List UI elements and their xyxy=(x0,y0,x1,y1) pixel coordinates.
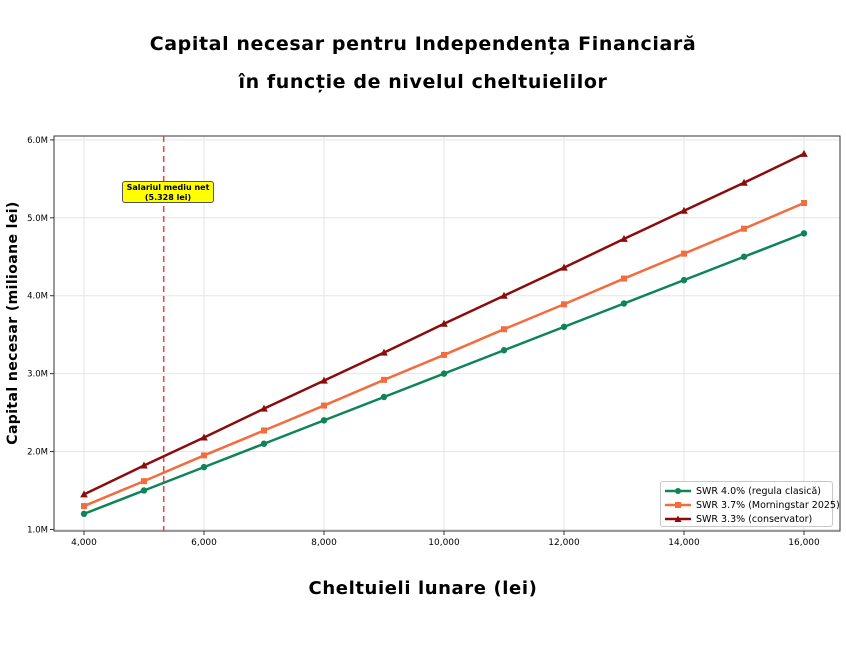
series-3 xyxy=(80,149,808,498)
legend: SWR 4.0% (regula clasică) SWR 3.7% (Morn… xyxy=(660,481,840,527)
data-point xyxy=(380,393,388,401)
y-tick-label: 2.0M xyxy=(27,448,48,458)
legend-label: SWR 3.7% (Morningstar 2025) xyxy=(696,499,840,511)
x-tick-label: 14,000 xyxy=(668,538,700,548)
x-axis-label: Cheltuieli lunare (lei) xyxy=(308,578,538,599)
legend-item-swr-4-0: SWR 4.0% (regula clasică) xyxy=(665,484,828,498)
legend-label: SWR 3.3% (conservator) xyxy=(696,513,813,525)
data-point xyxy=(200,463,208,471)
series-2 xyxy=(81,200,807,510)
data-point xyxy=(620,234,628,242)
x-tick-label: 6,000 xyxy=(191,538,217,548)
data-point xyxy=(140,461,148,469)
data-point xyxy=(260,404,268,412)
annotation-line-2: (5.328 lei) xyxy=(144,193,192,202)
series-group xyxy=(80,149,808,518)
y-tick-label: 4.0M xyxy=(27,292,48,302)
data-point xyxy=(560,323,568,331)
data-point xyxy=(201,452,207,459)
chart-subtitle: în funcție de nivelul cheltuielilor xyxy=(238,71,608,93)
data-point xyxy=(80,490,88,498)
data-point xyxy=(740,178,748,186)
average-salary-annotation: Salariul mediu net (5.328 lei) xyxy=(122,181,214,203)
data-point xyxy=(440,319,448,327)
data-point xyxy=(560,263,568,271)
chart-title: Capital necesar pentru Independența Fina… xyxy=(149,33,697,55)
data-point xyxy=(200,433,208,441)
data-point xyxy=(380,348,388,356)
data-point xyxy=(741,225,747,232)
data-point xyxy=(801,200,807,207)
legend-swatch-circle xyxy=(665,488,691,494)
legend-item-swr-3-3: SWR 3.3% (conservator) xyxy=(665,512,828,526)
data-point xyxy=(500,291,508,299)
x-tick-label: 10,000 xyxy=(428,538,460,548)
data-point xyxy=(561,301,567,308)
legend-item-swr-3-7: SWR 3.7% (Morningstar 2025) xyxy=(665,498,840,512)
data-point xyxy=(321,402,327,409)
data-point xyxy=(260,440,268,447)
data-point xyxy=(261,427,267,434)
annotation-line-1: Salariul mediu net xyxy=(126,183,210,192)
plot-area-frame xyxy=(53,135,841,532)
y-tick-label: 3.0M xyxy=(27,370,48,380)
data-point xyxy=(501,326,507,333)
data-point xyxy=(800,149,808,157)
data-point xyxy=(680,206,688,214)
data-point xyxy=(80,510,88,518)
x-tick-label: 16,000 xyxy=(788,538,820,548)
data-point xyxy=(800,230,808,237)
legend-label: SWR 4.0% (regula clasică) xyxy=(696,485,822,497)
data-point xyxy=(441,351,447,358)
x-tick-label: 4,000 xyxy=(71,538,97,548)
data-point xyxy=(141,478,147,485)
data-point xyxy=(140,487,148,494)
data-point xyxy=(440,370,448,377)
data-point xyxy=(81,503,87,510)
x-tick-label: 8,000 xyxy=(311,538,337,548)
data-point xyxy=(381,376,387,383)
data-point xyxy=(500,347,508,354)
data-point xyxy=(320,417,328,424)
series-1 xyxy=(80,230,808,518)
legend-swatch-triangle xyxy=(665,515,691,522)
legend-swatch-square xyxy=(665,502,691,508)
x-tick-label: 12,000 xyxy=(548,538,580,548)
axes: 4,000 6,000 8,000 10,000 12,000 14,000 16,000 1… xyxy=(27,136,820,548)
y-tick-label: 6.0M xyxy=(27,136,48,146)
y-tick-label: 5.0M xyxy=(27,214,48,224)
data-point xyxy=(740,253,748,260)
data-point xyxy=(620,300,628,307)
y-axis-label: Capital necesar (milioane lei) xyxy=(5,201,21,445)
data-point xyxy=(621,275,627,282)
y-tick-label: 1.0M xyxy=(27,525,48,535)
data-point xyxy=(681,250,687,257)
data-point xyxy=(320,376,328,384)
data-point xyxy=(680,276,688,284)
